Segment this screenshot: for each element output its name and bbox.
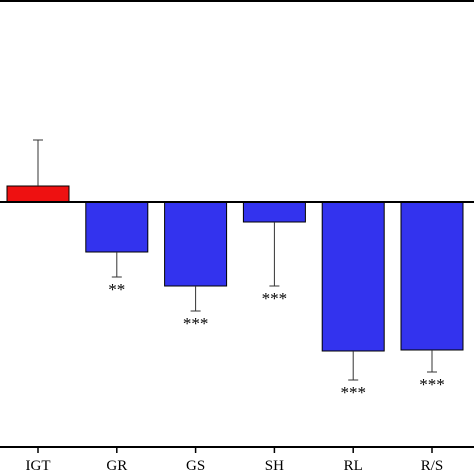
significance-sh: *** — [262, 289, 288, 308]
significance-gr: ** — [108, 280, 125, 299]
bars-layer — [6, 185, 464, 352]
bar-igt — [6, 185, 70, 203]
significance-r-s: *** — [419, 375, 445, 394]
tick-label-igt: IGT — [26, 458, 51, 474]
significance-layer: *********** *** — [108, 280, 444, 402]
bar-gr — [85, 201, 149, 253]
tick-label-rl: RL — [344, 458, 363, 474]
tick-label-r-s: R/S — [421, 458, 444, 474]
significance-rl: *** — [340, 383, 366, 402]
significance-gs: *** — [183, 314, 209, 333]
bar-r-s — [400, 201, 464, 351]
bar-rl — [321, 201, 385, 352]
error-bars-layer — [33, 139, 437, 381]
bar-gs — [164, 201, 228, 287]
tick-label-gs: GS — [186, 458, 205, 474]
x-axis-layer: IGT GR GS SH RL R/S — [26, 447, 444, 474]
bar-sh — [242, 201, 306, 223]
tick-label-gr: GR — [106, 458, 127, 474]
tick-label-sh: SH — [265, 458, 284, 474]
plot-frame — [0, 0, 474, 448]
